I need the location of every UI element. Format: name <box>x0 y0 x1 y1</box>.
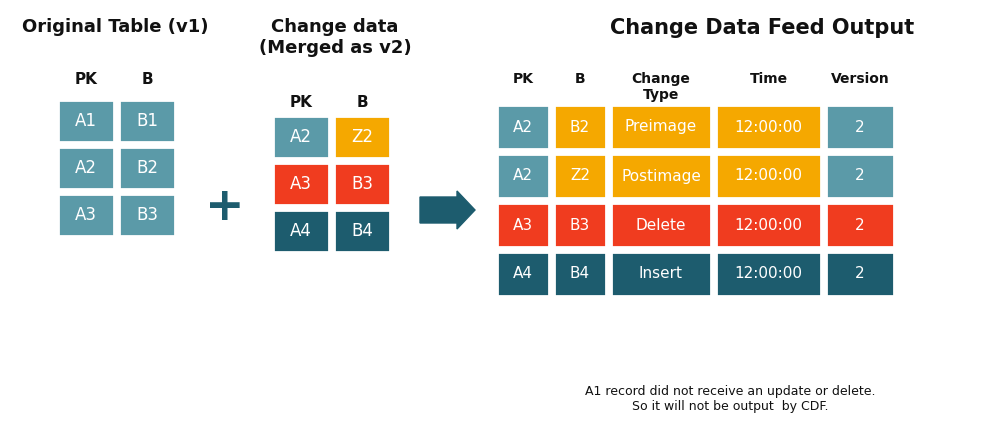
FancyBboxPatch shape <box>58 194 114 236</box>
Text: Change Data Feed Output: Change Data Feed Output <box>610 18 914 38</box>
FancyBboxPatch shape <box>554 252 606 296</box>
Text: A1 record did not receive an update or delete.
So it will not be output  by CDF.: A1 record did not receive an update or d… <box>585 385 875 413</box>
Text: A2: A2 <box>290 128 312 146</box>
Text: B2: B2 <box>136 159 158 177</box>
FancyBboxPatch shape <box>611 154 711 198</box>
FancyBboxPatch shape <box>716 203 821 247</box>
Text: Change
Type: Change Type <box>632 72 690 102</box>
Text: A2: A2 <box>75 159 97 177</box>
Text: Delete: Delete <box>636 218 686 232</box>
FancyBboxPatch shape <box>119 147 175 189</box>
FancyBboxPatch shape <box>826 252 894 296</box>
FancyBboxPatch shape <box>826 203 894 247</box>
FancyBboxPatch shape <box>611 203 711 247</box>
Text: B3: B3 <box>570 218 590 232</box>
FancyBboxPatch shape <box>497 203 549 247</box>
Text: A3: A3 <box>75 206 97 224</box>
Text: 12:00:00: 12:00:00 <box>734 218 802 232</box>
Text: B4: B4 <box>570 267 590 281</box>
Text: PK: PK <box>512 72 534 86</box>
Text: Z2: Z2 <box>570 169 590 183</box>
FancyBboxPatch shape <box>716 252 821 296</box>
Text: B: B <box>575 72 585 86</box>
Text: +: + <box>205 186 245 231</box>
Text: A4: A4 <box>513 267 533 281</box>
FancyBboxPatch shape <box>334 210 390 252</box>
Text: B1: B1 <box>136 112 158 130</box>
Text: A1: A1 <box>75 112 97 130</box>
FancyBboxPatch shape <box>273 116 329 158</box>
FancyBboxPatch shape <box>119 194 175 236</box>
Text: 2: 2 <box>855 267 865 281</box>
FancyBboxPatch shape <box>826 105 894 149</box>
Text: Z2: Z2 <box>351 128 373 146</box>
FancyBboxPatch shape <box>273 210 329 252</box>
Text: Insert: Insert <box>639 267 683 281</box>
Text: 12:00:00: 12:00:00 <box>734 267 802 281</box>
Text: 2: 2 <box>855 218 865 232</box>
Text: Change data
(Merged as v2): Change data (Merged as v2) <box>259 18 411 57</box>
FancyBboxPatch shape <box>826 154 894 198</box>
FancyBboxPatch shape <box>334 163 390 205</box>
Text: A2: A2 <box>513 120 533 135</box>
FancyBboxPatch shape <box>497 252 549 296</box>
Text: PK: PK <box>75 72 97 87</box>
Text: 12:00:00: 12:00:00 <box>734 120 802 135</box>
FancyBboxPatch shape <box>497 154 549 198</box>
FancyBboxPatch shape <box>497 105 549 149</box>
FancyBboxPatch shape <box>716 154 821 198</box>
Text: Time: Time <box>749 72 788 86</box>
FancyBboxPatch shape <box>334 116 390 158</box>
FancyBboxPatch shape <box>716 105 821 149</box>
Text: A3: A3 <box>513 218 533 232</box>
FancyBboxPatch shape <box>554 154 606 198</box>
FancyBboxPatch shape <box>554 105 606 149</box>
Text: Preimage: Preimage <box>625 120 697 135</box>
Text: B3: B3 <box>136 206 158 224</box>
FancyBboxPatch shape <box>58 147 114 189</box>
Text: PK: PK <box>290 95 312 110</box>
Text: Original Table (v1): Original Table (v1) <box>22 18 208 36</box>
FancyBboxPatch shape <box>611 105 711 149</box>
Text: Postimage: Postimage <box>621 169 701 183</box>
FancyBboxPatch shape <box>273 163 329 205</box>
Text: B3: B3 <box>351 175 373 193</box>
Text: 2: 2 <box>855 120 865 135</box>
FancyBboxPatch shape <box>119 100 175 142</box>
Text: A2: A2 <box>513 169 533 183</box>
FancyBboxPatch shape <box>554 203 606 247</box>
Text: B4: B4 <box>351 222 373 240</box>
Text: B2: B2 <box>570 120 590 135</box>
Text: 2: 2 <box>855 169 865 183</box>
Text: B: B <box>141 72 153 87</box>
FancyBboxPatch shape <box>611 252 711 296</box>
Text: A3: A3 <box>290 175 312 193</box>
FancyBboxPatch shape <box>58 100 114 142</box>
FancyArrow shape <box>420 191 475 229</box>
Text: A4: A4 <box>290 222 312 240</box>
Text: 12:00:00: 12:00:00 <box>734 169 802 183</box>
Text: B: B <box>356 95 368 110</box>
Text: Version: Version <box>831 72 889 86</box>
